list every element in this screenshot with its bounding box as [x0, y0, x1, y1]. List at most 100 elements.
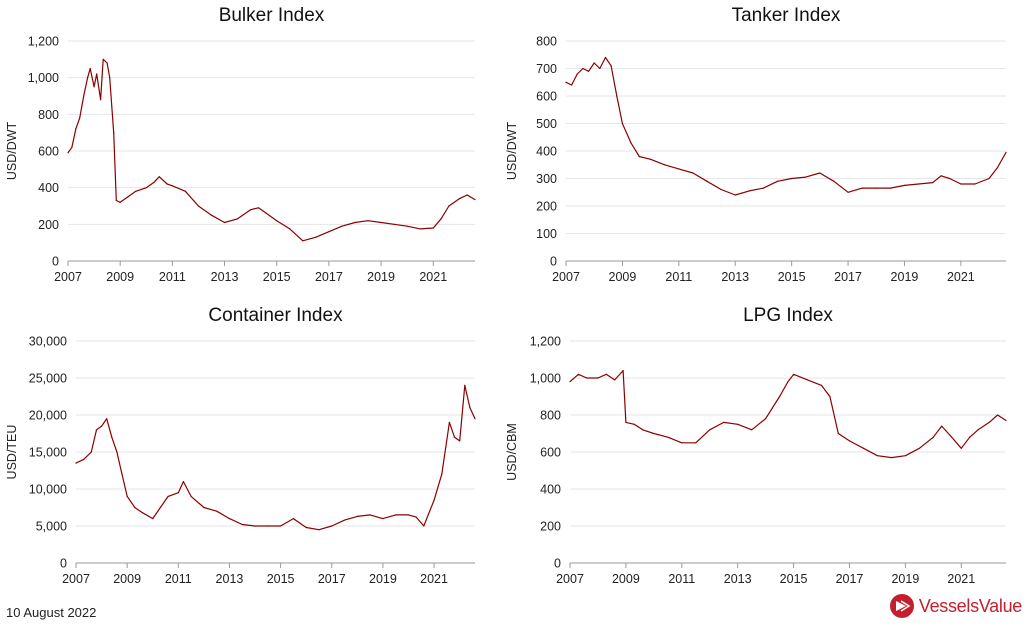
tanker-index-data-point — [791, 177, 793, 180]
lpg-index-data-point — [876, 455, 879, 457]
tanker-index-data-point — [996, 166, 999, 169]
tanker-index-data-point — [610, 65, 612, 67]
container-index-data-point — [464, 384, 466, 386]
lpg-index-xtick-label: 2015 — [780, 572, 808, 586]
lpg-index-series-line — [569, 370, 1007, 459]
container-index-data-point — [228, 518, 231, 520]
bulker-index-data-point — [115, 199, 117, 202]
bulker-index-data-point — [236, 218, 239, 220]
lpg-index-data-point — [837, 432, 839, 435]
bulker-index-xtick-label: 2009 — [106, 270, 134, 284]
tanker-index-data-point — [748, 190, 750, 192]
lpg-index-xtick-label: 2009 — [612, 572, 640, 586]
bulker-index-data-point — [135, 190, 137, 192]
tanker-index-title: Tanker Index — [732, 5, 841, 26]
tanker-index-data-point — [932, 182, 934, 184]
tanker-index-data-point — [720, 188, 722, 191]
tanker-index-data-point — [650, 158, 652, 160]
lpg-index-data-point — [577, 373, 579, 375]
lpg-index-data-point — [890, 456, 893, 459]
lpg-index-ytick-label: 1,000 — [530, 372, 561, 386]
container-index-ylabel: USD/TEU — [5, 425, 19, 480]
lpg-index-data-point — [586, 377, 588, 379]
bulker-index-data-point — [171, 185, 173, 187]
container-index-ytick-label: 10,000 — [29, 483, 67, 497]
container-index-data-point — [453, 436, 456, 438]
container-index-data-point — [474, 418, 476, 420]
bulker-index-xtick-label: 2011 — [159, 270, 186, 284]
tanker-index-xtick-label: 2019 — [891, 270, 919, 284]
tanker-index-data-point — [576, 73, 578, 75]
lpg-index-data-point — [597, 377, 599, 379]
bulker-index-xtick-label: 2019 — [367, 270, 395, 284]
footer-date: 10 August 2022 — [6, 605, 97, 620]
bulker-index-data-point — [432, 227, 434, 229]
bulker-index-data-point — [158, 176, 160, 178]
brand-logo-icon — [889, 594, 914, 618]
bulker-index-data-point — [474, 198, 476, 201]
tanker-index-data-point — [776, 180, 779, 182]
bulker-index-data-point — [223, 221, 226, 224]
container-index-title: Container Index — [208, 305, 343, 326]
lpg-index-data-point — [751, 429, 753, 431]
tanker-index-xtick-label: 2021 — [947, 270, 975, 284]
container-index-data-point — [292, 518, 295, 520]
tanker-index-ytick-label: 100 — [536, 227, 557, 241]
tanker-index-data-point — [948, 177, 951, 180]
lpg-index-xtick-label: 2011 — [668, 572, 695, 586]
tanker-index-series-line — [565, 56, 1007, 196]
container-index-data-point — [177, 492, 179, 494]
bulker-index-xtick-label: 2017 — [315, 270, 343, 284]
bulker-index-ytick-label: 1,200 — [28, 35, 59, 49]
lpg-index-data-point — [709, 429, 711, 431]
bulker-index-data-point — [93, 86, 95, 88]
bulker-index-ytick-label: 400 — [38, 181, 59, 195]
tanker-index-ytick-label: 600 — [536, 90, 557, 104]
bulker-index-data-point — [75, 128, 77, 130]
container-index-data-point — [343, 519, 346, 521]
bulker-index-data-point — [302, 240, 304, 242]
lpg-index-ytick-label: 600 — [540, 446, 561, 460]
lpg-index-data-point — [614, 379, 616, 381]
container-index-data-point — [152, 518, 154, 520]
container-index-xtick-label: 2015 — [267, 572, 295, 586]
container-index-ytick-label: 5,000 — [36, 520, 67, 534]
tanker-index-data-point — [582, 67, 584, 70]
container-index-data-point — [83, 458, 85, 460]
lpg-index-data-point — [787, 381, 789, 383]
container-index-series-line — [75, 384, 476, 531]
lpg-index-data-point — [918, 447, 920, 449]
container-index-data-point — [116, 451, 118, 453]
lpg-index-data-point — [625, 421, 627, 423]
lpg-index-ytick-label: 800 — [540, 409, 561, 423]
container-index-data-point — [159, 506, 162, 509]
lpg-index-xtick-label: 2017 — [836, 572, 864, 586]
charts-grid: 0 200 400 600 800 1,000 1,200 2007 2009 2011 2013 2… — [5, 5, 1007, 586]
tanker-index-data-point — [616, 95, 618, 97]
container-index-data-point — [369, 514, 371, 516]
bulker-index-data-point — [100, 99, 102, 101]
bulker-index-xtick-label: 2013 — [211, 270, 239, 284]
container-index-data-point — [407, 514, 410, 516]
tanker-index-data-point — [974, 183, 976, 185]
tanker-index-data-point — [599, 67, 601, 70]
bulker-index-data-point — [328, 231, 330, 233]
container-index-xtick-label: 2007 — [62, 572, 90, 586]
tanker-index-data-point — [917, 183, 920, 185]
container-index-xtick-label: 2013 — [216, 572, 244, 586]
tanker-index-data-point — [861, 187, 863, 189]
bulker-index-data-point — [406, 225, 408, 227]
bulker-index-data-point — [109, 77, 111, 79]
lpg-index-data-point — [820, 384, 823, 386]
container-index-data-point — [280, 525, 282, 527]
bulker-index-data-point — [466, 194, 468, 196]
bulker-index-data-point — [393, 223, 395, 225]
bulker-index-title: Bulker Index — [219, 5, 325, 26]
bulker-index-data-point — [89, 67, 91, 70]
bulker-index-data-point — [289, 228, 291, 230]
lpg-index-data-point — [622, 370, 624, 372]
lpg-index-data-point — [960, 447, 962, 449]
bulker-index-ytick-label: 800 — [38, 108, 59, 122]
bulker-index-data-point — [315, 236, 317, 238]
lpg-index-data-point — [848, 440, 851, 442]
